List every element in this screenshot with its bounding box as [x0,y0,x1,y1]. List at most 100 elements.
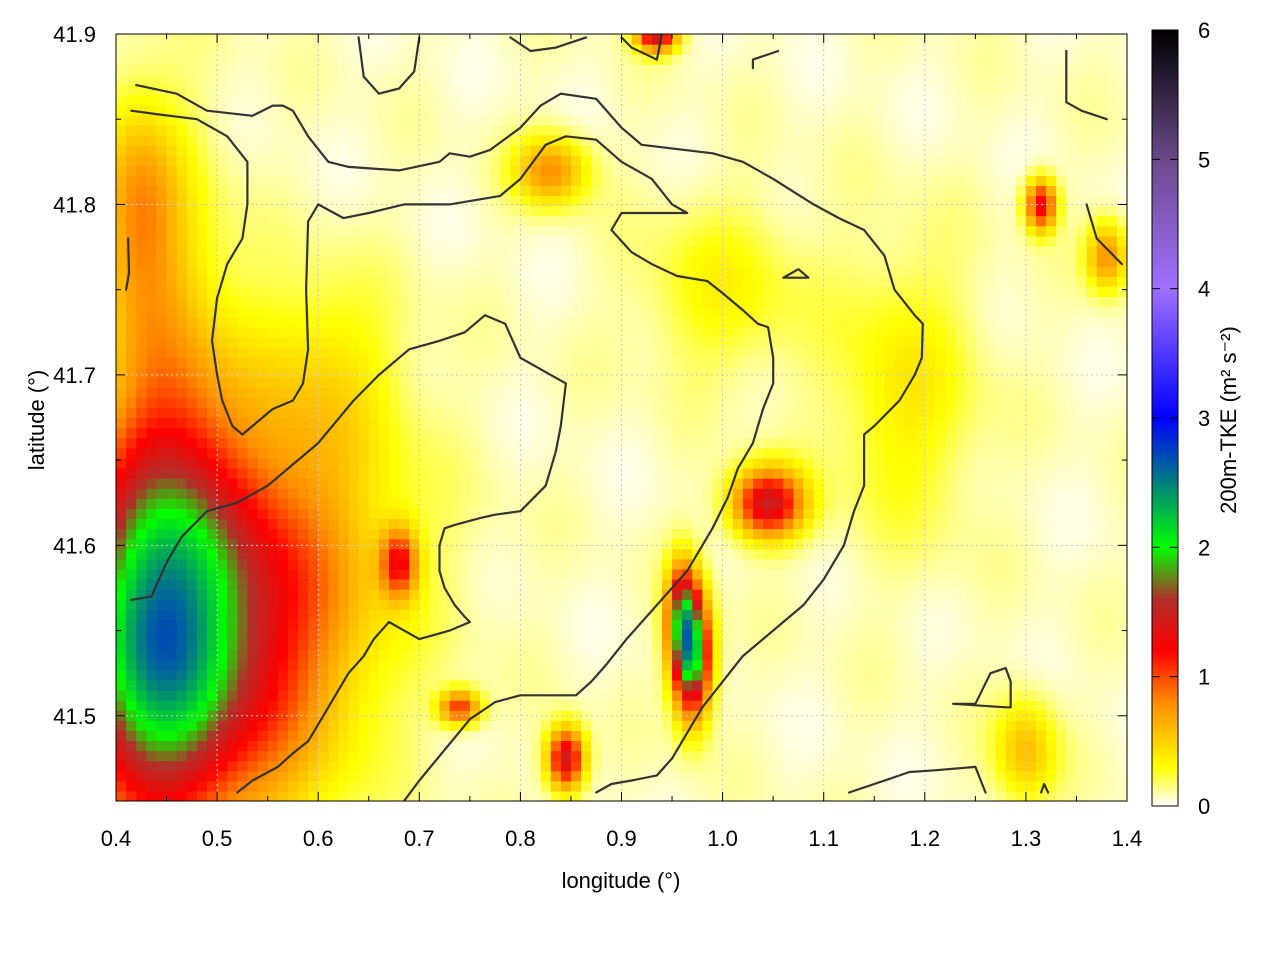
heatmap-cell [550,649,562,661]
heatmap-cell [945,558,956,570]
heatmap-cell [328,356,340,368]
heatmap-cell [328,538,340,550]
heatmap-cell [388,538,400,550]
heatmap-cell [469,619,481,631]
heatmap-cell [378,619,390,631]
heatmap-cell [975,770,987,782]
heatmap-cell [257,780,269,792]
heatmap-cell [641,427,653,439]
heatmap-cell [914,589,926,600]
heatmap-cell [975,518,987,530]
heatmap-cell [732,710,744,721]
heatmap-cell [560,790,572,801]
heatmap-cell [277,508,289,520]
heatmap-cell [116,427,127,439]
heatmap-cell [186,700,198,711]
heatmap-cell [126,589,137,600]
heatmap-cell [1096,488,1108,499]
heatmap-cell [206,740,218,752]
heatmap-cell [651,740,663,752]
heatmap-cell [924,488,936,499]
heatmap-cell [864,387,875,398]
heatmap-cell [904,669,916,681]
heatmap-cell [156,720,168,731]
heatmap-cell [510,770,521,782]
heatmap-cell [884,437,896,449]
heatmap-cell [823,417,835,429]
heatmap-cell [156,649,168,661]
heatmap-cell [1056,568,1067,580]
heatmap-cell [419,528,431,540]
heatmap-cell [1106,437,1118,449]
heatmap-cell [985,548,997,560]
heatmap-cell [540,548,552,560]
heatmap-cell [672,538,683,550]
heatmap-cell [328,780,340,792]
heatmap-cell [601,568,612,580]
heatmap-cell [763,750,774,762]
heatmap-cell [904,346,916,358]
heatmap-cell [773,700,784,711]
heatmap-cell [166,498,178,509]
heatmap-cell [409,629,420,641]
heatmap-cell [570,336,582,348]
heatmap-cell [924,780,936,792]
heatmap-cell [712,659,724,671]
heatmap-cell [1106,750,1118,762]
heatmap-cell [581,589,592,600]
heatmap-cell [763,548,774,560]
heatmap-cell [1076,790,1088,801]
heatmap-cell [651,649,663,661]
heatmap-cell [196,356,208,368]
heatmap-cell [975,558,987,570]
heatmap-cell [752,639,764,651]
heatmap-cell [1015,316,1027,328]
heatmap-cell [682,669,693,681]
heatmap-cell [773,760,784,772]
heatmap-cell [904,336,916,348]
heatmap-cell [237,609,249,620]
heatmap-cell [833,306,845,318]
heatmap-cell [348,356,360,368]
heatmap-cell [702,467,714,479]
heatmap-cell [924,498,936,509]
heatmap-cell [257,669,269,681]
heatmap-cell [894,629,906,641]
heatmap-cell [621,437,633,449]
heatmap-cell [206,478,218,489]
heatmap-cell [752,669,764,681]
heatmap-cell [308,780,319,792]
heatmap-cell [328,397,340,409]
heatmap-cell [955,568,966,580]
heatmap-cell [702,669,714,681]
heatmap-cell [995,790,1007,801]
heatmap-cell [965,508,976,520]
heatmap-cell [955,407,966,419]
heatmap-cell [742,407,754,419]
heatmap-cell [682,578,693,590]
heatmap-cell [237,548,249,560]
heatmap-cell [206,367,218,378]
heatmap-cell [358,710,370,721]
heatmap-cell [965,780,976,792]
heatmap-cell [712,589,724,600]
heatmap-cell [651,538,663,550]
heatmap-cell [773,478,784,489]
heatmap-cell [601,669,612,681]
heatmap-cell [1015,780,1027,792]
heatmap-cell [277,760,289,772]
heatmap-cell [914,326,926,338]
heatmap-cell [1056,669,1067,681]
heatmap-cell [732,700,744,711]
heatmap-cell [490,659,501,671]
heatmap-cell [570,790,582,801]
heatmap-cell [540,346,552,358]
heatmap-cell [833,367,845,378]
heatmap-cell [378,518,390,530]
heatmap-cell [934,306,946,318]
heatmap-cell [631,508,643,520]
heatmap-cell [692,589,703,600]
heatmap-cell [206,649,218,661]
heatmap-cell [368,367,380,378]
heatmap-cell [1046,548,1057,560]
